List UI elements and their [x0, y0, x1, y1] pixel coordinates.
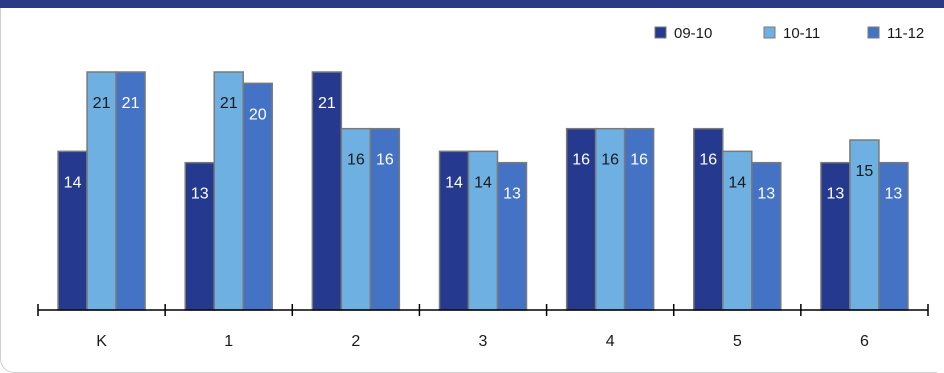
- bar-11-12-3: [496, 161, 528, 311]
- x-tick-label-1: 1: [224, 333, 233, 350]
- data-label-11-12-3: 13: [503, 186, 521, 203]
- data-label-11-12-6: 13: [885, 186, 903, 203]
- data-label-11-12-2: 16: [376, 152, 394, 169]
- bar-10-11-4: [594, 127, 626, 311]
- data-label-09-10-4: 16: [572, 152, 590, 169]
- data-label-11-12-K: 21: [122, 95, 140, 112]
- bar-09-10-3: [438, 150, 470, 311]
- bar-11-12-2: [369, 127, 401, 311]
- data-label-09-10-5: 16: [699, 152, 717, 169]
- bar-11-12-4: [623, 127, 655, 311]
- data-labels-group: 14 21 21 13 21 20 21 16 16 14 14 13 16 16 16 16 14 13 13 15…: [64, 95, 903, 203]
- bar-09-10-K: [57, 150, 88, 311]
- data-label-10-11-K: 21: [93, 95, 111, 112]
- legend-label-10-11: 10-11: [783, 25, 820, 42]
- x-tick-label-K: K: [96, 333, 107, 350]
- data-label-10-11-2: 16: [347, 152, 365, 169]
- data-label-09-10-2: 21: [318, 95, 336, 112]
- bar-11-12-5: [751, 161, 782, 311]
- data-label-10-11-3: 14: [474, 174, 492, 191]
- data-label-10-11-5: 14: [728, 174, 746, 191]
- x-axis: K 1 2 3 4 5 6: [37, 304, 929, 350]
- data-label-09-10-1: 13: [191, 186, 209, 203]
- legend-swatch-09-10: [654, 26, 667, 39]
- data-label-10-11-6: 15: [856, 163, 874, 180]
- header-bar: [0, 0, 944, 8]
- bar-11-12-K: [115, 71, 146, 311]
- legend: 09-10 10-11 11-12: [654, 25, 924, 42]
- bar-11-12-1: [242, 82, 273, 311]
- x-tick-label-4: 4: [606, 333, 615, 350]
- bar-09-10-6: [820, 161, 851, 311]
- x-tick-label-5: 5: [733, 333, 742, 350]
- data-label-10-11-4: 16: [601, 152, 619, 169]
- x-tick-label-2: 2: [351, 333, 360, 350]
- x-tick-label-3: 3: [479, 333, 488, 350]
- legend-swatch-10-11: [763, 26, 776, 39]
- data-label-11-12-5: 13: [757, 186, 775, 203]
- data-label-11-12-1: 20: [249, 106, 267, 123]
- legend-label-11-12: 11-12: [887, 25, 924, 42]
- data-label-09-10-3: 14: [445, 174, 463, 191]
- data-label-11-12-4: 16: [630, 152, 648, 169]
- data-label-09-10-6: 13: [827, 186, 845, 203]
- x-tick-label-6: 6: [860, 333, 869, 350]
- data-label-09-10-K: 14: [64, 174, 82, 191]
- legend-label-09-10: 09-10: [674, 25, 712, 42]
- bar-10-11-3: [467, 150, 499, 311]
- data-label-10-11-1: 21: [220, 95, 238, 112]
- legend-swatch-11-12: [867, 26, 880, 39]
